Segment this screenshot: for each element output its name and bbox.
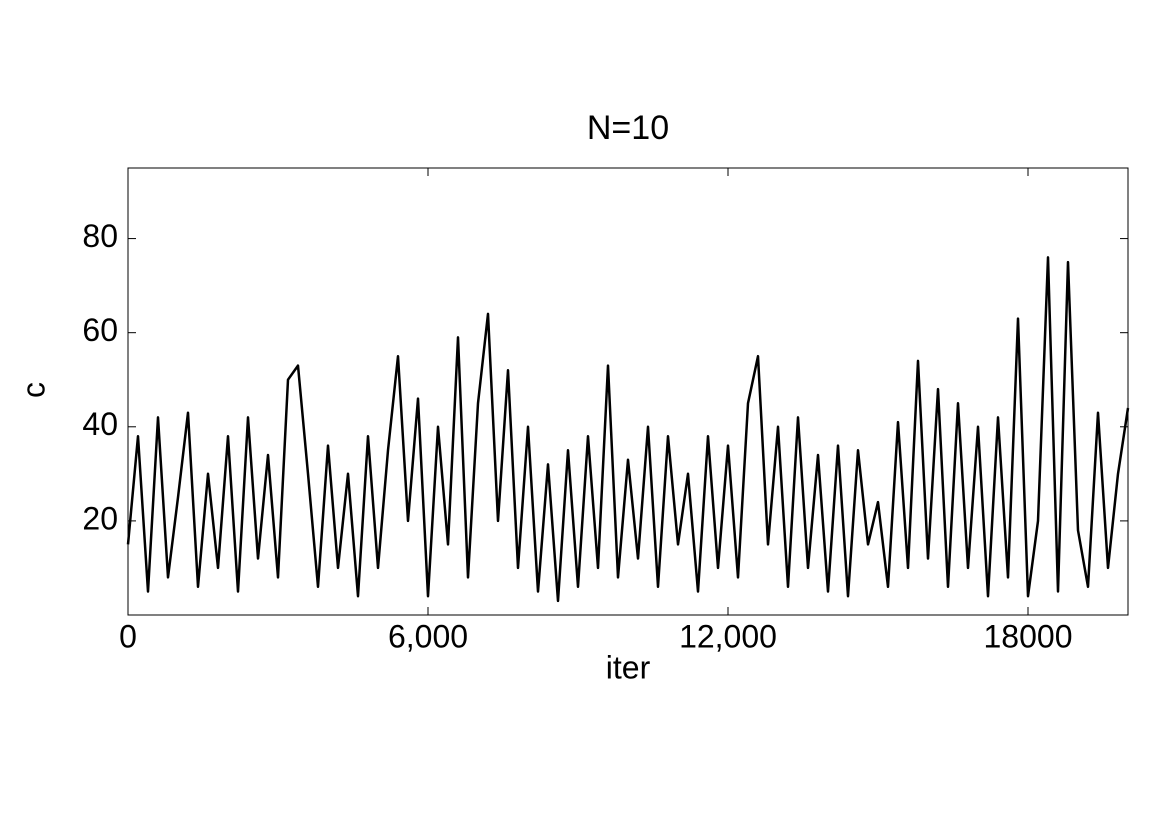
x-tick-label: 12,000 <box>679 618 777 654</box>
x-tick-label: 6,000 <box>388 618 468 654</box>
y-axis-label: c <box>15 382 51 398</box>
chart-title: N=10 <box>587 109 669 147</box>
y-tick-label: 40 <box>82 406 118 442</box>
x-tick-label: 18000 <box>984 618 1073 654</box>
data-line <box>126 256 1130 603</box>
y-tick-label: 20 <box>82 500 118 536</box>
y-tick-label: 80 <box>82 218 118 254</box>
plot-frame <box>127 167 1129 616</box>
y-tick-label: 60 <box>82 312 118 348</box>
x-tick-label: 0 <box>119 618 137 654</box>
x-axis-label: iter <box>606 649 651 685</box>
